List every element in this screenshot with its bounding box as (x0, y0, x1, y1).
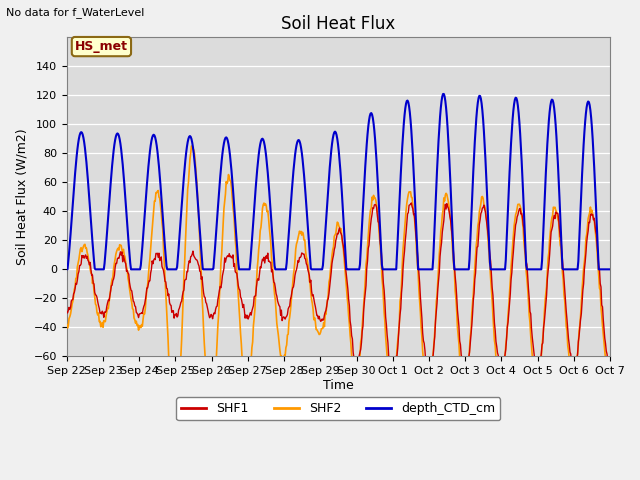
Title: Soil Heat Flux: Soil Heat Flux (282, 15, 396, 33)
X-axis label: Time: Time (323, 379, 354, 392)
Text: HS_met: HS_met (75, 40, 128, 53)
Legend: SHF1, SHF2, depth_CTD_cm: SHF1, SHF2, depth_CTD_cm (177, 397, 500, 420)
Y-axis label: Soil Heat Flux (W/m2): Soil Heat Flux (W/m2) (15, 129, 28, 265)
Text: No data for f_WaterLevel: No data for f_WaterLevel (6, 7, 145, 18)
